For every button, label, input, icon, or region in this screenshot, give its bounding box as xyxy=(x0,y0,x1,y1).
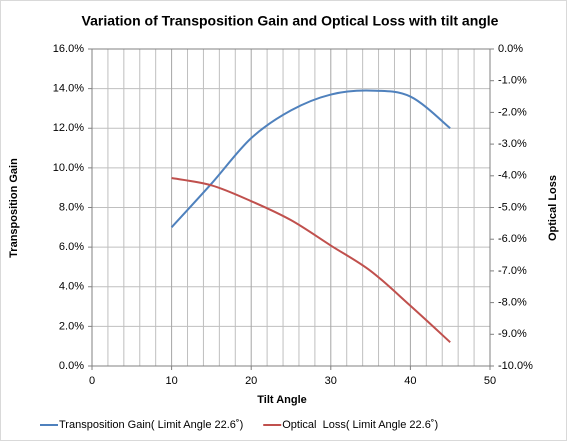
y2-tick-label: -7.0% xyxy=(498,265,527,277)
legend-label: Optical Loss( Limit Angle 22.6˚) xyxy=(282,419,438,431)
x-tick-label: 20 xyxy=(245,375,257,387)
y-tick-label: 16.0% xyxy=(53,43,84,55)
y-tick-label: 6.0% xyxy=(59,241,84,253)
y2-tick-label: -2.0% xyxy=(498,106,527,118)
y-tick-label: 4.0% xyxy=(59,281,84,293)
y-tick-label: 10.0% xyxy=(53,162,84,174)
x-tick-label: 30 xyxy=(325,375,337,387)
y2-tick-label: -1.0% xyxy=(498,75,527,87)
plot-border xyxy=(91,48,491,367)
y2-tick-label: -5.0% xyxy=(498,201,527,213)
series-line xyxy=(170,89,451,228)
x-tick-label: 10 xyxy=(165,375,177,387)
y-tick-label: 8.0% xyxy=(59,201,84,213)
y2-tick-label: -10.0% xyxy=(498,360,533,372)
y-tick-label: 14.0% xyxy=(53,83,84,95)
legend-label: Transposition Gain( Limit Angle 22.6˚) xyxy=(59,419,243,431)
y2-tick-label: -8.0% xyxy=(498,297,527,309)
y2-tick-label: 0.0% xyxy=(498,43,523,55)
y2-tick-label: -3.0% xyxy=(498,138,527,150)
x-tick-label: 0 xyxy=(89,375,95,387)
y-axis-label: Transposition Gain xyxy=(8,158,20,258)
y2-tick-label: -6.0% xyxy=(498,233,527,245)
y-tick-label: 2.0% xyxy=(59,320,84,332)
chart-title: Variation of Transposition Gain and Opti… xyxy=(82,13,499,29)
x-axis-label: Tilt Angle xyxy=(257,394,307,406)
x-tick-label: 40 xyxy=(404,375,416,387)
y2-tick-label: -9.0% xyxy=(498,328,527,340)
x-tick-label: 50 xyxy=(484,375,496,387)
y2-axis-label: Optical Loss xyxy=(547,175,559,241)
y2-tick-label: -4.0% xyxy=(498,170,527,182)
y-tick-label: 0.0% xyxy=(59,360,84,372)
series-line xyxy=(171,177,451,343)
y-tick-label: 12.0% xyxy=(53,122,84,134)
